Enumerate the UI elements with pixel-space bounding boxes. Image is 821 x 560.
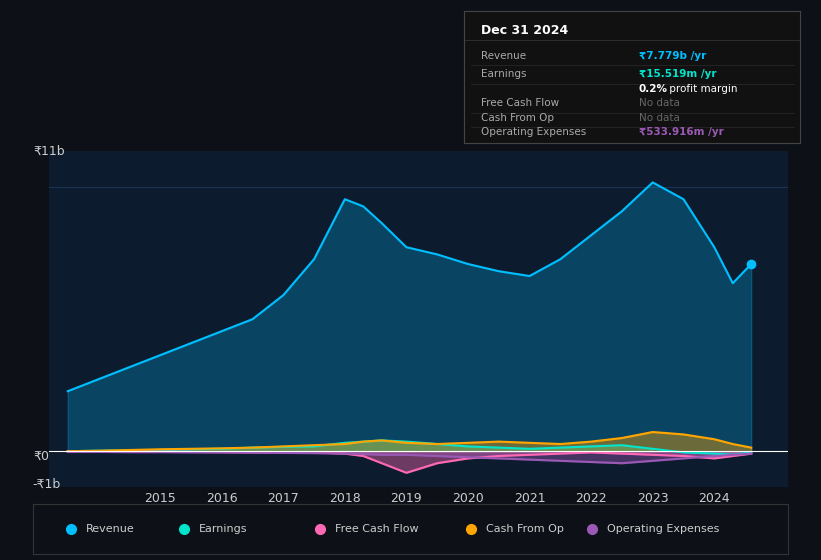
Text: profit margin: profit margin [666, 84, 737, 94]
Text: Earnings: Earnings [481, 69, 526, 80]
Text: ₹7.779b /yr: ₹7.779b /yr [639, 51, 706, 61]
Text: Cash From Op: Cash From Op [481, 113, 553, 123]
Text: Earnings: Earnings [199, 524, 247, 534]
Text: No data: No data [639, 99, 680, 108]
Text: ₹15.519m /yr: ₹15.519m /yr [639, 69, 717, 80]
Text: ₹0: ₹0 [33, 450, 48, 463]
Text: Operating Expenses: Operating Expenses [481, 127, 586, 137]
Text: ₹11b: ₹11b [33, 144, 65, 158]
Text: ₹533.916m /yr: ₹533.916m /yr [639, 127, 723, 137]
Text: -₹1b: -₹1b [33, 478, 61, 491]
Text: No data: No data [639, 113, 680, 123]
Text: Cash From Op: Cash From Op [486, 524, 564, 534]
Text: Dec 31 2024: Dec 31 2024 [481, 25, 568, 38]
Text: Operating Expenses: Operating Expenses [607, 524, 719, 534]
Text: Revenue: Revenue [481, 51, 525, 61]
Text: 0.2%: 0.2% [639, 84, 668, 94]
Text: Revenue: Revenue [85, 524, 135, 534]
Text: Free Cash Flow: Free Cash Flow [335, 524, 419, 534]
Text: Free Cash Flow: Free Cash Flow [481, 99, 559, 108]
